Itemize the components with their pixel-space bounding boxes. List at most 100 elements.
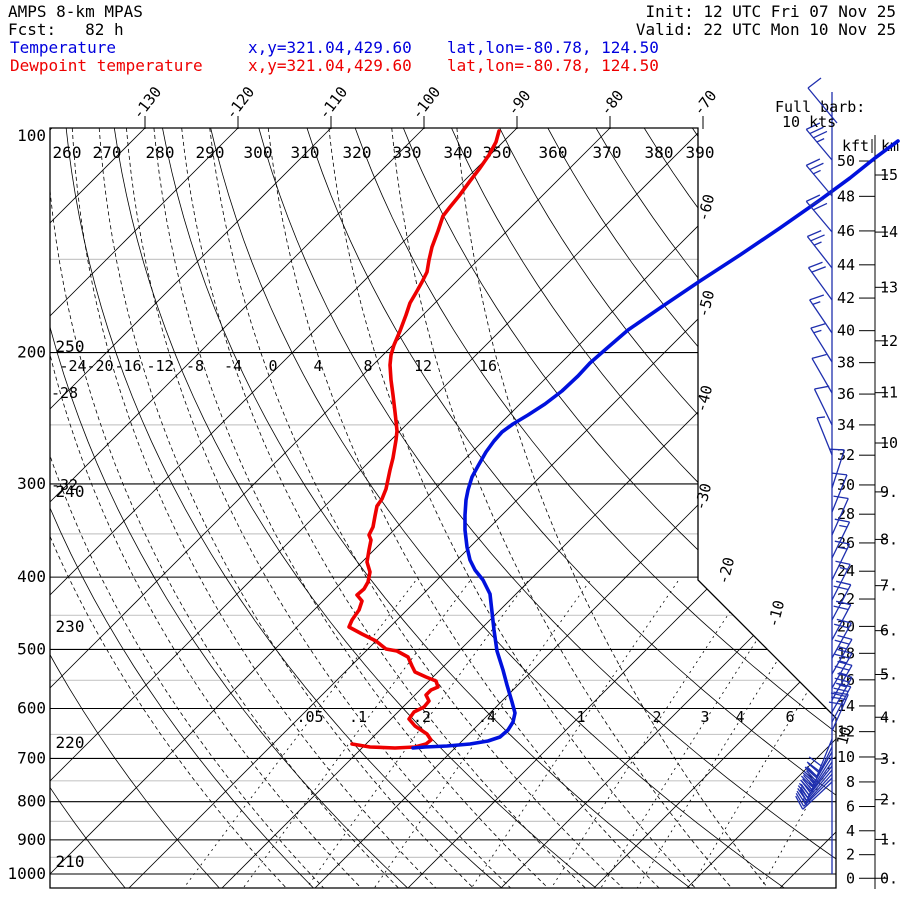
moist-adiabat bbox=[456, 128, 770, 888]
km-label: 7. bbox=[880, 577, 898, 595]
mixing-ratio-line bbox=[182, 580, 416, 888]
mixing-ratio-label: 3 bbox=[700, 708, 709, 726]
wind-barb bbox=[805, 122, 833, 161]
mixing-ratio-line bbox=[599, 580, 796, 888]
kft-label: 8 bbox=[846, 773, 855, 791]
wind-barb bbox=[809, 294, 833, 334]
kft-axis-title: kft bbox=[842, 137, 869, 155]
moist-adiabat bbox=[267, 128, 662, 888]
dry-adiabat bbox=[210, 128, 787, 888]
isotherm bbox=[50, 128, 425, 503]
isotherm bbox=[50, 128, 836, 888]
temperature-latlon: lat,lon=-80.78, 124.50 bbox=[447, 38, 659, 57]
moist-adiabat-label: -12 bbox=[146, 357, 173, 375]
moist-adiabat bbox=[328, 128, 698, 888]
mixing-ratio-label: .2 bbox=[413, 708, 431, 726]
dry-adiabat bbox=[65, 128, 505, 888]
km-label: 0. bbox=[880, 869, 898, 887]
temperature-curve bbox=[411, 139, 900, 750]
pressure-label: 600 bbox=[17, 699, 46, 718]
kft-label: 44 bbox=[837, 256, 855, 274]
kft-label: 6 bbox=[846, 798, 855, 816]
dry-adiabat bbox=[692, 128, 836, 888]
isotherm bbox=[50, 128, 836, 888]
dry-adiabat bbox=[354, 128, 836, 888]
isotherm bbox=[50, 128, 836, 888]
dry-adiabat bbox=[306, 128, 836, 888]
km-label: 2. bbox=[880, 791, 898, 809]
moist-adiabat bbox=[50, 128, 289, 888]
mixing-ratio-line bbox=[372, 580, 590, 888]
moist-adiabat-label: -4 bbox=[224, 357, 242, 375]
dry-adiabat bbox=[113, 128, 599, 888]
theta-top-label: 370 bbox=[593, 143, 622, 162]
isotherm-top-label: -90 bbox=[504, 87, 535, 119]
chart-frame bbox=[49, 127, 837, 889]
kft-label: 42 bbox=[837, 289, 855, 307]
wind-barb bbox=[831, 472, 848, 513]
theta-top-label: 310 bbox=[291, 143, 320, 162]
dry-adiabat bbox=[162, 128, 693, 888]
theta-top-label: 390 bbox=[686, 143, 715, 162]
moist-adiabat-label: 16 bbox=[479, 357, 497, 375]
mixing-ratio-label: 4 bbox=[735, 708, 744, 726]
model-title: AMPS 8-km MPAS bbox=[8, 2, 143, 21]
wind-barb bbox=[805, 158, 833, 197]
km-label: 9. bbox=[880, 483, 898, 501]
km-label: 11. bbox=[880, 384, 900, 402]
moist-adiabat-label: -28 bbox=[51, 384, 78, 402]
kft-label: 12 bbox=[837, 723, 855, 741]
pressure-label: 500 bbox=[17, 639, 46, 658]
moist-adiabat bbox=[153, 128, 551, 888]
km-label: 10. bbox=[880, 434, 900, 452]
chart-grid bbox=[0, 128, 836, 890]
km-label: 12. bbox=[880, 332, 900, 350]
theta-left-label: 210 bbox=[56, 852, 85, 871]
kft-label: 4 bbox=[846, 822, 855, 840]
isotherm bbox=[50, 128, 836, 888]
altitude-axis: 0246810121416182022242628303234363840424… bbox=[837, 135, 900, 889]
isotherm bbox=[50, 128, 836, 888]
isotherm bbox=[50, 128, 836, 888]
theta-top-label: 330 bbox=[393, 143, 422, 162]
moist-adiabat bbox=[209, 128, 625, 888]
isotherm-top-label: -110 bbox=[315, 83, 351, 123]
pressure-label: 100 bbox=[17, 126, 46, 145]
km-label: 14. bbox=[880, 223, 900, 241]
kft-label: 28 bbox=[837, 505, 855, 523]
isotherm-top-label: -70 bbox=[690, 87, 721, 119]
full-barb-note-line2: 10 kts bbox=[782, 113, 836, 131]
kft-label: 32 bbox=[837, 446, 855, 464]
kft-label: 36 bbox=[837, 385, 855, 403]
isotherm-right-label: 10 bbox=[833, 725, 855, 747]
dry-adiabat bbox=[402, 128, 836, 888]
moist-adiabat-label: 12 bbox=[414, 357, 432, 375]
mixing-ratio-label: .4 bbox=[478, 708, 496, 726]
theta-top-label: 280 bbox=[146, 143, 175, 162]
kft-label: 48 bbox=[837, 187, 855, 205]
moist-adiabat bbox=[98, 128, 476, 888]
moist-adiabat bbox=[50, 128, 401, 888]
km-label: 15. bbox=[880, 166, 900, 184]
wind-barb bbox=[813, 385, 833, 426]
wind-barb bbox=[831, 672, 853, 713]
wind-barb bbox=[796, 773, 833, 805]
mixing-ratio-line bbox=[549, 580, 751, 888]
isotherm-right-label: -30 bbox=[691, 481, 715, 512]
dry-adiabat bbox=[0, 128, 32, 890]
dewpoint-xy: x,y=321.04,429.60 bbox=[248, 56, 412, 75]
dry-adiabat bbox=[595, 128, 836, 888]
moist-adiabat-label: -32 bbox=[51, 476, 78, 494]
dewpoint-curve bbox=[347, 129, 501, 750]
moist-adiabat bbox=[181, 128, 588, 888]
wind-barb bbox=[795, 781, 833, 810]
isotherm bbox=[50, 128, 836, 888]
forecast-hour: Fcst: 82 h bbox=[8, 20, 124, 39]
theta-top-label: 300 bbox=[244, 143, 273, 162]
wind-barb bbox=[831, 618, 852, 659]
wind-barb bbox=[831, 648, 853, 689]
pressure-label: 800 bbox=[17, 792, 46, 811]
pressure-label: 300 bbox=[17, 474, 46, 493]
temperature-xy: x,y=321.04,429.60 bbox=[248, 38, 412, 57]
moist-adiabat-label: 4 bbox=[313, 357, 322, 375]
